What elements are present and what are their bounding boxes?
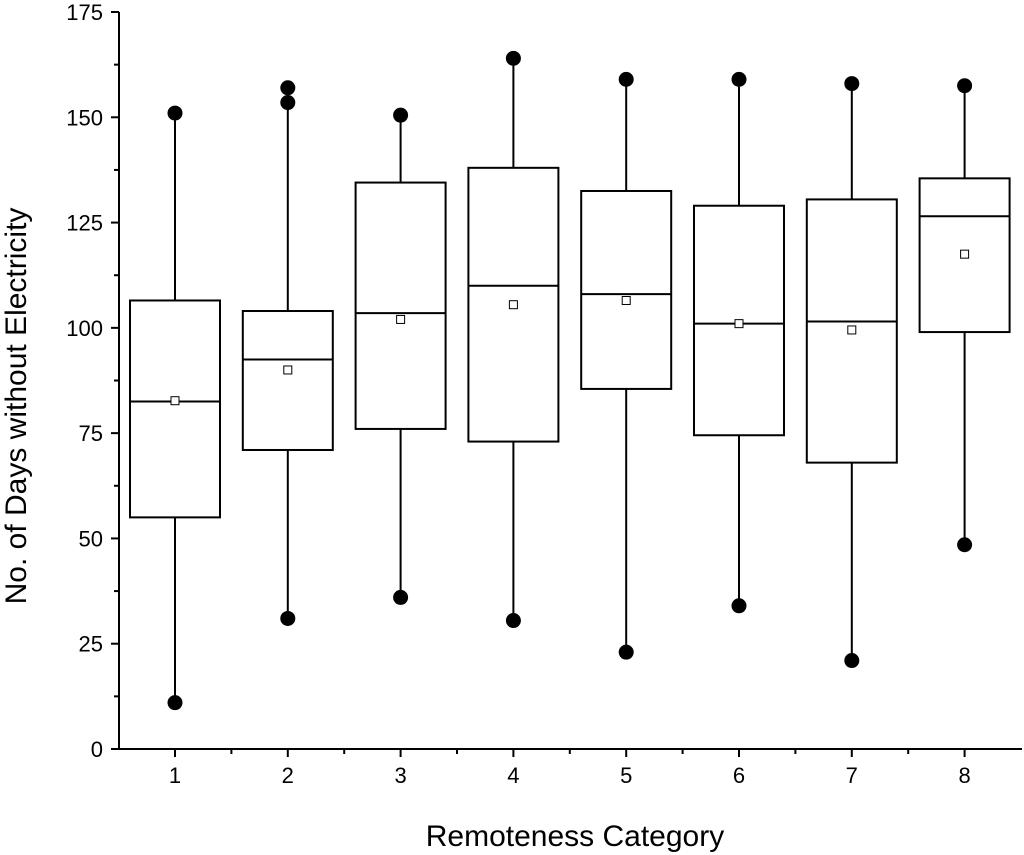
y-tick-label: 0: [91, 737, 103, 762]
box: [580, 189, 673, 390]
y-tick-label: 100: [66, 316, 103, 341]
outlier-point: [844, 653, 860, 669]
outlier-point: [167, 105, 183, 121]
outlier-point: [618, 71, 634, 87]
y-tick-label: 175: [66, 0, 103, 25]
box-group-8: [918, 78, 1011, 553]
y-tick-label: 150: [66, 105, 103, 130]
outlier-point: [731, 598, 747, 614]
outlier-point: [280, 610, 296, 626]
outlier-point: [957, 537, 973, 553]
y-axis-title: No. of Days without Electricity: [0, 208, 33, 605]
box-group-6: [693, 71, 785, 614]
outlier-point: [280, 95, 296, 111]
box-group-1: [129, 105, 221, 711]
y-tick-label: 75: [79, 421, 103, 446]
x-tick-label: 1: [169, 763, 181, 788]
mean-marker: [734, 319, 744, 329]
mean-marker: [396, 314, 406, 324]
outlier-point: [505, 50, 521, 66]
outlier-point: [280, 80, 296, 96]
x-tick-label: 2: [282, 763, 294, 788]
outlier-point: [393, 107, 409, 123]
x-axis-title: Remoteness Category: [426, 820, 724, 853]
mean-marker: [508, 300, 518, 310]
outlier-point: [731, 71, 747, 87]
outlier-point: [505, 613, 521, 629]
x-tick-label: 7: [846, 763, 858, 788]
box: [354, 181, 447, 430]
axes: 0 25 50 75 100 125 150 175 1 2 3 4 5 6 7 8: [66, 0, 1022, 788]
outlier-point: [844, 76, 860, 92]
box: [129, 299, 221, 519]
box-group-5: [580, 71, 673, 660]
outlier-point: [618, 644, 634, 660]
x-tick-label: 6: [733, 763, 745, 788]
box-group-3: [354, 107, 447, 605]
x-tick-label: 3: [394, 763, 406, 788]
outlier-point: [957, 78, 973, 94]
y-tick-label: 50: [79, 526, 103, 551]
mean-marker: [960, 249, 970, 259]
mean-marker: [283, 365, 293, 375]
y-tick-label: 125: [66, 211, 103, 236]
box-group-7: [805, 76, 898, 669]
outlier-point: [167, 695, 183, 711]
y-tick-label: 25: [79, 632, 103, 657]
x-tick-label: 4: [507, 763, 519, 788]
outlier-point: [393, 589, 409, 605]
box-group-2: [241, 80, 334, 626]
mean-marker: [621, 295, 631, 305]
box-group-4: [467, 50, 560, 629]
mean-marker: [170, 396, 180, 406]
plot-area: [129, 50, 1011, 711]
x-tick-label: 5: [620, 763, 632, 788]
x-tick-label: 8: [958, 763, 970, 788]
box: [241, 310, 334, 451]
mean-marker: [847, 325, 857, 335]
